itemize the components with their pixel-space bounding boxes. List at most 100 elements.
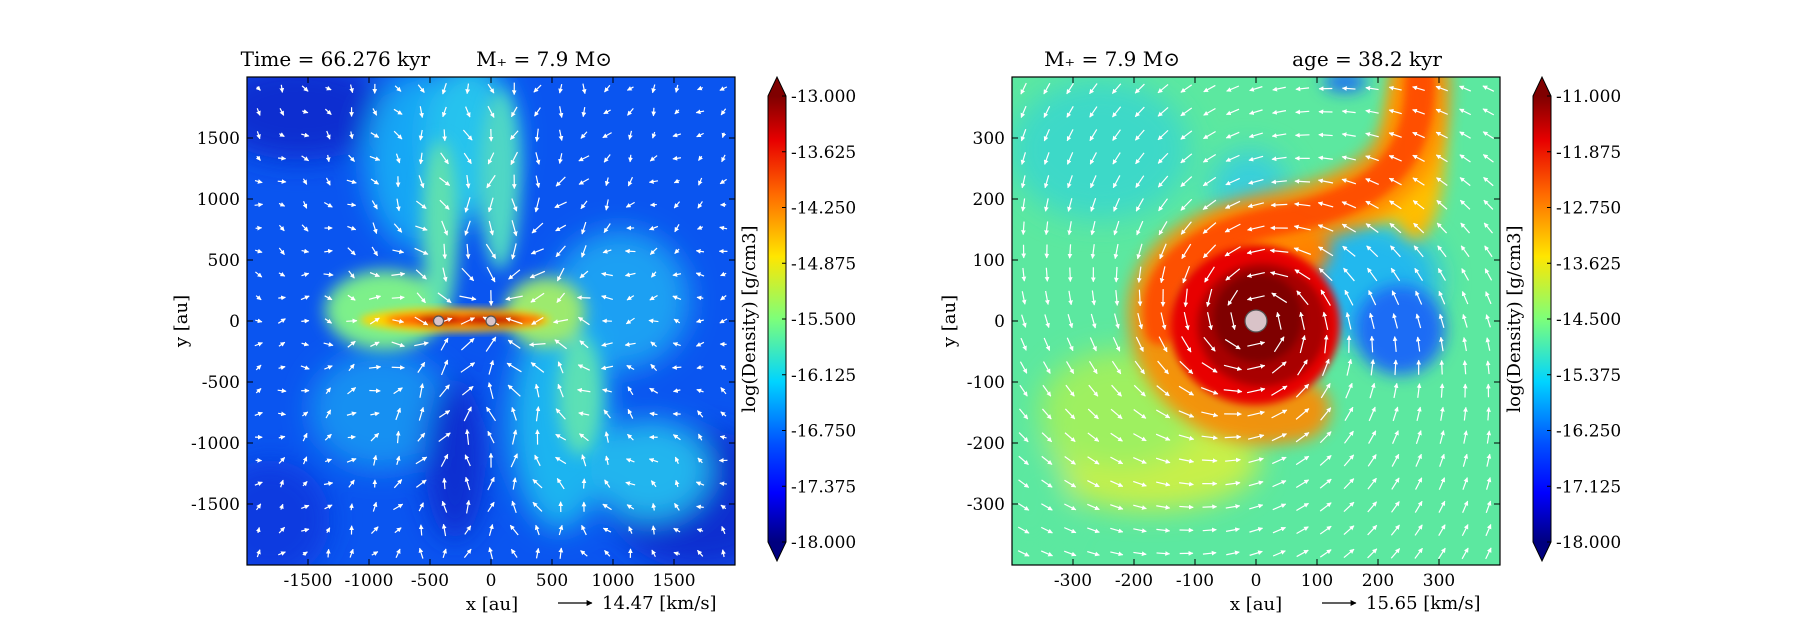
colorbar-tick-label: -14.500 — [1556, 310, 1621, 330]
colorbar-tick-label: -13.625 — [1556, 254, 1621, 274]
velocity-arrow — [1369, 335, 1375, 353]
velocity-arrow — [673, 551, 681, 557]
velocity-arrow — [1392, 313, 1398, 329]
velocity-arrow — [1318, 155, 1333, 161]
velocity-arrow — [463, 152, 472, 165]
velocity-arrow — [1413, 222, 1425, 234]
velocity-arrow — [255, 155, 261, 161]
velocity-arrow — [349, 131, 354, 140]
velocity-arrow — [279, 503, 284, 510]
velocity-arrow — [1462, 360, 1468, 375]
velocity-arrow — [1225, 457, 1241, 463]
velocity-arrow — [369, 317, 380, 325]
velocity-arrow — [1272, 109, 1287, 115]
velocity-arrow — [1087, 550, 1100, 557]
velocity-arrow — [650, 363, 658, 372]
velocity-arrow — [1412, 85, 1425, 92]
velocity-arrow — [393, 503, 404, 511]
y-tick-label: -200 — [967, 434, 1005, 454]
velocity-arrow — [1484, 268, 1493, 281]
velocity-arrow — [558, 524, 564, 536]
velocity-arrow — [1181, 336, 1192, 353]
velocity-arrow — [1482, 154, 1494, 163]
y-tick-label: 500 — [208, 251, 240, 271]
velocity-arrow — [372, 501, 378, 512]
velocity-arrow — [603, 109, 611, 115]
velocity-arrow — [1206, 312, 1213, 331]
velocity-arrow — [721, 549, 726, 558]
velocity-arrow — [510, 151, 519, 166]
velocity-arrow — [696, 504, 704, 510]
velocity-arrow — [487, 105, 495, 118]
velocity-arrow — [1248, 457, 1264, 463]
velocity-arrow — [626, 364, 635, 371]
velocity-arrow — [1295, 479, 1310, 489]
velocity-arrow — [529, 270, 546, 279]
velocity-arrow — [1225, 131, 1240, 139]
velocity-arrow — [719, 435, 727, 440]
velocity-arrow — [1319, 454, 1332, 466]
velocity-arrow — [1043, 82, 1051, 95]
velocity-arrow — [278, 341, 286, 347]
velocity-arrow — [348, 363, 355, 372]
velocity-arrow — [627, 433, 634, 441]
velocity-arrow — [1090, 313, 1097, 329]
velocity-arrow — [1064, 408, 1076, 420]
velocity-arrow — [697, 85, 703, 91]
velocity-arrow — [1272, 86, 1286, 92]
velocity-arrow — [1157, 106, 1169, 117]
velocity-arrow — [1369, 382, 1376, 399]
velocity-arrow — [1437, 245, 1447, 258]
velocity-arrow — [487, 152, 495, 165]
velocity-arrow — [1299, 311, 1306, 330]
velocity-arrow — [417, 432, 426, 442]
velocity-arrow — [1317, 178, 1334, 184]
velocity-arrow — [278, 224, 285, 232]
velocity-arrow — [255, 388, 262, 394]
velocity-arrow — [720, 504, 727, 510]
panel-2: -300 -200 -100 0 100 200 300 -300 -200 -100 0 100 20… — [939, 47, 1621, 615]
velocity-arrow — [442, 129, 448, 142]
velocity-arrow — [371, 246, 379, 257]
velocity-arrow — [301, 85, 309, 92]
velocity-arrow — [510, 106, 518, 118]
velocity-arrow — [1178, 458, 1195, 464]
velocity-arrow — [1485, 337, 1491, 351]
velocity-arrow — [1343, 501, 1355, 513]
velocity-arrow — [721, 525, 726, 535]
colorbar-tick-label: -14.875 — [791, 254, 856, 274]
x-tick-label: -100 — [1176, 571, 1214, 591]
velocity-arrow — [533, 84, 542, 93]
velocity-arrow — [302, 481, 308, 487]
velocity-arrow — [1204, 266, 1215, 283]
velocity-arrow — [347, 247, 356, 256]
velocity-arrow — [580, 200, 588, 210]
velocity-arrow — [509, 524, 519, 536]
velocity-arrow — [604, 455, 610, 466]
velocity-arrow — [1415, 313, 1422, 329]
velocity-arrow — [1044, 290, 1050, 305]
velocity-arrow — [277, 388, 287, 394]
velocity-arrow — [488, 220, 495, 236]
velocity-arrow — [1343, 478, 1355, 490]
velocity-arrow — [325, 548, 331, 558]
x-tick-label: -1500 — [283, 571, 332, 591]
velocity-arrow — [581, 478, 587, 489]
velocity-arrow — [1366, 245, 1379, 258]
velocity-arrow — [419, 106, 424, 118]
velocity-field-2 — [1017, 82, 1495, 560]
velocity-arrow — [510, 453, 518, 468]
velocity-arrow — [602, 132, 612, 139]
velocity-arrow — [1341, 132, 1356, 138]
velocity-arrow — [1439, 453, 1445, 467]
velocity-arrow — [530, 292, 545, 303]
velocity-arrow — [415, 200, 427, 210]
velocity-arrow — [696, 295, 704, 301]
velocity-arrow — [626, 86, 634, 91]
velocity-arrow — [1087, 503, 1100, 511]
velocity-arrow — [324, 248, 333, 254]
velocity-arrow — [487, 430, 495, 444]
velocity-arrow — [651, 84, 656, 94]
velocity-arrow — [1157, 152, 1169, 164]
velocity-arrow — [1438, 290, 1446, 305]
